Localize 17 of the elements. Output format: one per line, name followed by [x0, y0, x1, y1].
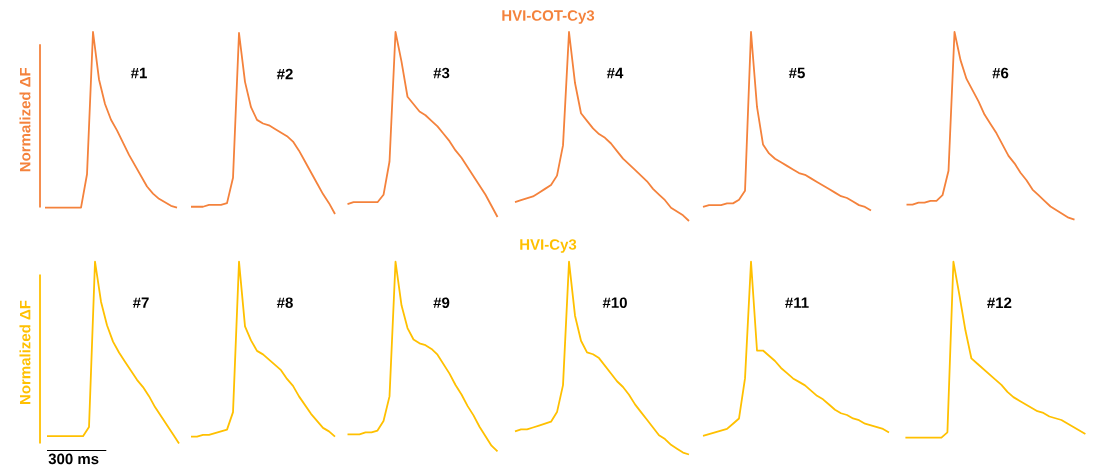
- text: #9: [433, 297, 450, 309]
- text: HVI-Cy3: [520, 239, 577, 253]
- text: #2: [276, 68, 293, 80]
- text: #8: [276, 297, 293, 309]
- text: 300 ms: [48, 453, 99, 465]
- series-label: #7: [132, 297, 149, 308]
- text: HVI-COT-Cy3: [502, 10, 595, 24]
- y-axis-title: Normalized ΔF: [19, 300, 31, 405]
- series-label: #10: [602, 297, 627, 309]
- series-label: #3: [433, 67, 450, 79]
- y-axis-title: Normalized ΔF: [19, 67, 31, 172]
- series-label: #6: [992, 67, 1009, 79]
- text: #11: [785, 297, 809, 308]
- text: #4: [606, 67, 624, 79]
- text: #1: [130, 67, 147, 79]
- series-label: #12: [987, 297, 1012, 308]
- text: #5: [788, 67, 805, 79]
